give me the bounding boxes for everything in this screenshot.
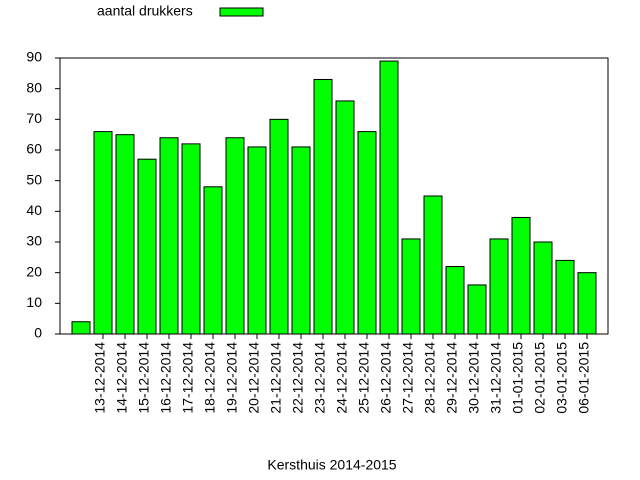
y-tick-label: 10 (26, 294, 42, 310)
bar (71, 321, 91, 335)
bar (423, 195, 443, 335)
x-tick-label: 03-01-2015 (554, 342, 570, 414)
x-tick-label: 30-12-2014 (466, 342, 482, 414)
bar (313, 78, 333, 335)
y-tick-label: 0 (34, 325, 42, 341)
bar (203, 186, 223, 335)
bar (511, 216, 531, 335)
bar (291, 146, 311, 335)
bar (555, 259, 575, 335)
bar (357, 131, 377, 335)
x-tick-label: 20-12-2014 (246, 342, 262, 414)
y-tick-label: 90 (26, 49, 42, 65)
y-tick-label: 70 (26, 110, 42, 126)
plot-frame (59, 57, 609, 335)
bar (159, 137, 179, 335)
bar (379, 60, 399, 335)
x-tick-label: 28-12-2014 (422, 342, 438, 414)
bar (533, 241, 553, 335)
y-tick-label: 20 (26, 263, 42, 279)
x-tick-label: 21-12-2014 (268, 342, 284, 414)
x-tick-label: 26-12-2014 (378, 342, 394, 414)
legend-label: aantal drukkers (97, 3, 193, 19)
x-axis-label: Kersthuis 2014-2015 (267, 457, 396, 473)
x-tick-label: 06-01-2015 (576, 342, 592, 414)
x-tick-label: 29-12-2014 (444, 342, 460, 414)
bar (137, 158, 157, 335)
x-tick-label: 16-12-2014 (158, 342, 174, 414)
bar (445, 266, 465, 335)
y-tick-label: 30 (26, 233, 42, 249)
x-tick-label: 24-12-2014 (334, 342, 350, 414)
x-tick-label: 25-12-2014 (356, 342, 372, 414)
x-tick-label: 15-12-2014 (136, 342, 152, 414)
x-tick-label: 23-12-2014 (312, 342, 328, 414)
bar (401, 238, 421, 335)
bar (93, 131, 113, 335)
legend-swatch (219, 7, 264, 17)
x-tick-label: 27-12-2014 (400, 342, 416, 414)
bar (115, 134, 135, 335)
x-tick-label: 19-12-2014 (224, 342, 240, 414)
x-tick-label: 13-12-2014 (92, 342, 108, 414)
x-tick-label: 01-01-2015 (510, 342, 526, 414)
x-tick-label: 14-12-2014 (114, 342, 130, 414)
x-tick-label: 22-12-2014 (290, 342, 306, 414)
bar (269, 118, 289, 335)
bar (489, 238, 509, 335)
y-tick-label: 80 (26, 79, 42, 95)
bar (247, 146, 267, 335)
x-tick-label: 18-12-2014 (202, 342, 218, 414)
x-tick-label: 31-12-2014 (488, 342, 504, 414)
bar (181, 143, 201, 335)
x-tick-label: 17-12-2014 (180, 342, 196, 414)
bar (335, 100, 355, 335)
y-tick-label: 50 (26, 171, 42, 187)
bar (577, 272, 597, 335)
x-tick-label: 02-01-2015 (532, 342, 548, 414)
bar (467, 284, 487, 335)
y-tick-label: 40 (26, 202, 42, 218)
y-tick-label: 60 (26, 141, 42, 157)
bar (225, 137, 245, 335)
